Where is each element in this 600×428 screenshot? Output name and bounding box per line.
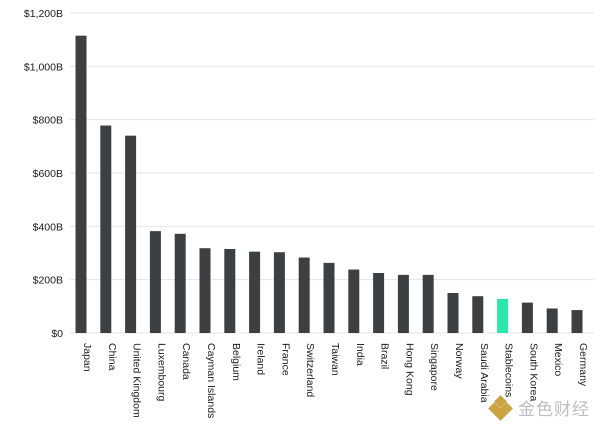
y-tick-label: $0 xyxy=(51,328,63,340)
jinse-logo-icon xyxy=(488,394,513,421)
y-tick-label: $800B xyxy=(33,115,63,127)
category-label-france: France xyxy=(279,343,291,376)
y-axis-tick-labels: $0 $200B $400B $600B $800B $1,000B $1,200B xyxy=(24,8,63,340)
bar-belgium xyxy=(224,249,236,333)
bar-france xyxy=(273,252,285,333)
category-label-norway: Norway xyxy=(453,343,465,379)
bar-singapore xyxy=(422,274,434,333)
category-label-taiwan: Taiwan xyxy=(329,343,341,376)
y-tick-label: $600B xyxy=(33,168,63,180)
category-label-stablecoins: Stablecoins xyxy=(503,343,515,397)
bar-norway xyxy=(447,293,459,333)
category-label-south-korea: South Korea xyxy=(527,343,539,402)
watermark: 金色财经 xyxy=(488,394,590,421)
bar-cayman-islands xyxy=(199,248,211,333)
category-label-saudi-arabia: Saudi Arabia xyxy=(478,343,490,403)
category-label-china: China xyxy=(106,343,118,371)
bar-switzerland xyxy=(298,257,310,333)
bar-ireland xyxy=(249,251,261,333)
bar-china xyxy=(100,125,112,334)
category-label-belgium: Belgium xyxy=(230,343,242,381)
category-label-canada: Canada xyxy=(180,343,192,380)
bar-mexico xyxy=(546,308,558,333)
category-label-india: India xyxy=(354,343,366,366)
y-tick-label: $200B xyxy=(33,275,63,287)
bar-brazil xyxy=(373,273,385,333)
category-label-germany: Germany xyxy=(577,343,589,387)
bar-hong-kong xyxy=(397,274,409,333)
bar-japan xyxy=(75,35,87,334)
category-label-singapore: Singapore xyxy=(428,343,440,391)
category-label-hong-kong: Hong Kong xyxy=(403,343,415,396)
category-label-united-kingdom: United Kingdom xyxy=(131,343,143,418)
category-label-luxembourg: Luxembourg xyxy=(155,343,167,402)
bar-united-kingdom xyxy=(125,135,137,333)
category-label-ireland: Ireland xyxy=(255,343,267,375)
bar-canada xyxy=(174,233,186,333)
bar-india xyxy=(348,269,360,333)
bar-germany xyxy=(571,310,583,333)
y-tick-label: $400B xyxy=(33,221,63,233)
category-label-cayman-islands: Cayman Islands xyxy=(205,343,217,418)
bar-stablecoins xyxy=(497,298,509,333)
category-label-mexico: Mexico xyxy=(552,343,564,376)
bar-south-korea xyxy=(521,302,533,333)
bars xyxy=(75,35,583,334)
category-label-brazil: Brazil xyxy=(379,343,391,369)
bar-taiwan xyxy=(323,262,335,333)
category-label-japan: Japan xyxy=(81,343,93,372)
category-label-switzerland: Switzerland xyxy=(304,343,316,397)
watermark-text: 金色财经 xyxy=(518,400,590,420)
y-tick-label: $1,200B xyxy=(24,8,63,20)
bar-saudi-arabia xyxy=(472,296,484,333)
x-axis-category-labels: Japan China United Kingdom Luxembourg Canada… xyxy=(81,343,589,418)
bar-luxembourg xyxy=(149,231,161,333)
y-tick-label: $1,000B xyxy=(24,61,63,73)
